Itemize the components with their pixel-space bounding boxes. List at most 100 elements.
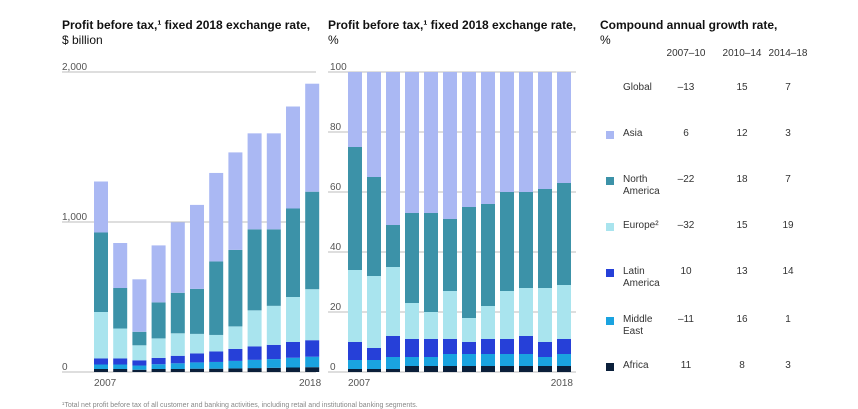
cagr-value: 7 <box>785 82 791 93</box>
chart1-bar-asia <box>266 133 281 230</box>
chart2-bar-africa <box>519 366 533 372</box>
cagr-row-label-line2: America <box>623 278 660 289</box>
chart2-bar-africa <box>367 369 381 372</box>
chart1-bar-latin-america <box>94 358 108 365</box>
chart1-bar-middle-east <box>286 357 300 368</box>
chart2-bar-asia <box>557 72 571 183</box>
chart2-bar-europe <box>481 306 495 339</box>
cagr-row-label: Middle East <box>623 314 652 338</box>
chart1-bar-north-america <box>190 288 204 334</box>
cagr-row-label-line1: Africa <box>623 360 649 371</box>
legend-swatch-africa <box>606 363 614 371</box>
cagr-value: 1 <box>785 314 791 325</box>
cagr-row-label-line1: North <box>623 174 648 185</box>
chart1-bar-middle-east <box>94 364 108 369</box>
chart2-bar-north-america <box>462 207 476 318</box>
chart2-bar-asia <box>367 72 381 177</box>
chart1-bar-africa <box>286 367 300 372</box>
chart2-bar-north-america <box>481 204 495 306</box>
chart2-bar-europe <box>500 291 514 339</box>
cagr-value: 19 <box>782 220 794 231</box>
chart1-bar-africa <box>170 369 185 372</box>
chart1-title: Profit before tax,¹ fixed 2018 exchange … <box>62 18 310 48</box>
cagr-value: 8 <box>739 360 745 371</box>
chart1-y-tick: 0 <box>62 362 68 373</box>
chart1-bar-middle-east <box>228 360 243 369</box>
chart2-bar-latin-america <box>367 348 381 360</box>
chart2-bar-latin-america <box>481 339 495 354</box>
cagr-row-label-line1: Latin <box>623 266 645 277</box>
chart2-bar-north-america <box>538 189 552 288</box>
chart1-bar-middle-east <box>247 359 262 369</box>
cagr-value: 15 <box>736 220 748 231</box>
chart2-bar-africa <box>481 366 495 372</box>
chart2-bar-africa <box>348 369 362 372</box>
cagr-value: 10 <box>680 266 692 277</box>
chart2-y-tick: 80 <box>330 122 342 133</box>
cagr-value: 12 <box>736 128 748 139</box>
legend-swatch-asia <box>606 131 614 139</box>
chart2-bar-north-america <box>443 219 457 291</box>
chart2-bar-middle-east <box>386 357 400 369</box>
chart2-bar-north-america <box>500 192 514 291</box>
chart1-bar-latin-america <box>170 355 185 364</box>
chart1-bar-middle-east <box>151 364 166 369</box>
cagr-header-3: 2014–18 <box>768 48 808 59</box>
cagr-row-label: Latin America <box>623 266 660 290</box>
chart2-bar-asia <box>405 72 419 213</box>
chart1-bar-middle-east <box>190 362 204 369</box>
chart2-bar-latin-america <box>462 342 476 354</box>
chart1-subtitle: $ billion <box>62 33 103 47</box>
cagr-value: 6 <box>683 128 689 139</box>
chart1-bar-north-america <box>170 292 185 334</box>
cagr-row-label: Europe² <box>623 220 659 232</box>
chart2-bar-africa <box>405 366 419 372</box>
legend-swatch-latin-america <box>606 269 614 277</box>
table-title: Compound annual growth rate, % <box>600 18 777 48</box>
chart1-bar-africa <box>151 369 166 372</box>
chart1-bar-latin-america <box>151 357 166 365</box>
chart1-bar-asia <box>209 172 224 262</box>
chart1-bar-latin-america <box>247 346 262 360</box>
chart1-title-text: Profit before tax,¹ fixed 2018 exchange … <box>62 18 311 32</box>
chart2-bar-latin-america <box>348 342 362 360</box>
chart1-bar-asia <box>151 245 166 303</box>
chart1-x-label-end: 2018 <box>299 378 322 389</box>
chart2-bar-africa <box>462 366 476 372</box>
chart2-bar-middle-east <box>405 357 419 366</box>
cagr-value: 16 <box>736 314 748 325</box>
chart1-bar-africa <box>132 369 147 372</box>
cagr-row-label: North America <box>623 174 660 198</box>
chart1-bar-north-america <box>94 232 108 312</box>
legend-swatch-north-america <box>606 177 614 185</box>
chart1-bar-europe <box>132 345 147 361</box>
chart2-y-tick: 60 <box>330 182 342 193</box>
cagr-header-2: 2010–14 <box>722 48 762 59</box>
chart1-bar-north-america <box>209 261 224 335</box>
cagr-row-label-line1: Global <box>623 82 652 93</box>
chart1-bar-latin-america <box>190 353 204 363</box>
cagr-header-1: 2007–10 <box>666 48 706 59</box>
cagr-value: 14 <box>782 266 794 277</box>
legend-swatch-europe <box>606 223 614 231</box>
chart2-bar-latin-america <box>519 336 533 354</box>
chart2-x-label-end: 2018 <box>551 378 574 389</box>
chart1-bar-latin-america <box>228 348 243 361</box>
chart2-bar-europe <box>443 291 457 339</box>
chart1-bar-europe <box>247 310 262 347</box>
cagr-value: 3 <box>785 360 791 371</box>
chart2-bar-africa <box>443 366 457 372</box>
chart1-bar-africa <box>94 369 108 372</box>
chart1-bar-latin-america <box>132 360 147 366</box>
chart2-subtitle: % <box>328 33 339 47</box>
cagr-value: 13 <box>736 266 748 277</box>
chart2-bar-latin-america <box>538 342 552 357</box>
chart1-bar-africa <box>190 368 204 372</box>
cagr-value: –32 <box>677 220 695 231</box>
chart1-bar-europe <box>228 326 243 349</box>
chart1-bar-africa <box>266 367 281 372</box>
chart1-bar-africa <box>113 369 128 372</box>
cagr-value: –22 <box>677 174 695 185</box>
chart1-y-tick: 1,000 <box>62 212 87 223</box>
chart1-bar-asia <box>228 152 243 250</box>
